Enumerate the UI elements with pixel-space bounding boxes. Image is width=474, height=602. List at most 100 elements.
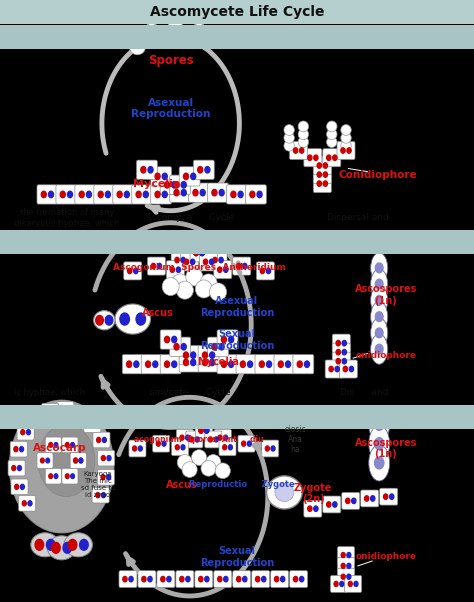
FancyBboxPatch shape [290,571,308,588]
Ellipse shape [47,536,76,560]
Circle shape [172,182,177,188]
Ellipse shape [369,426,390,462]
Text: Ascocarp: Ascocarp [33,444,87,453]
FancyBboxPatch shape [233,571,251,588]
Ellipse shape [284,140,294,151]
FancyBboxPatch shape [28,411,45,427]
Ellipse shape [177,455,192,470]
Circle shape [194,250,198,255]
Circle shape [212,344,217,350]
Circle shape [336,341,340,346]
Circle shape [181,258,185,262]
Circle shape [205,428,209,433]
Text: Sexual
Reproduction: Sexual Reproduction [200,329,274,351]
Text: Ascomyce      Cycle: Ascomyce Cycle [146,214,234,222]
Circle shape [101,456,105,461]
Circle shape [300,577,304,582]
Circle shape [205,428,209,433]
Circle shape [278,361,283,367]
Circle shape [101,475,105,480]
Circle shape [81,412,85,417]
Ellipse shape [210,283,227,301]
FancyBboxPatch shape [151,185,172,204]
FancyBboxPatch shape [10,441,27,457]
Text: onidiophore: onidiophore [356,351,417,359]
Circle shape [63,542,72,553]
Circle shape [164,182,170,188]
Circle shape [175,258,179,262]
Circle shape [237,577,241,582]
Circle shape [88,422,91,427]
FancyBboxPatch shape [189,183,210,202]
Ellipse shape [191,450,207,465]
Circle shape [375,328,383,338]
Circle shape [161,577,165,582]
Circle shape [347,574,351,579]
Circle shape [242,441,246,446]
Circle shape [176,267,181,272]
FancyBboxPatch shape [129,440,146,457]
Circle shape [66,407,70,412]
Circle shape [134,361,139,367]
Circle shape [265,446,269,451]
Circle shape [183,352,189,358]
Circle shape [323,172,328,177]
Circle shape [180,435,184,440]
FancyBboxPatch shape [198,353,219,372]
Circle shape [329,367,333,371]
Circle shape [200,190,205,196]
Circle shape [105,315,113,325]
Circle shape [317,181,321,186]
Circle shape [262,577,266,582]
Circle shape [28,501,32,506]
Ellipse shape [167,21,183,37]
FancyBboxPatch shape [160,355,181,374]
Circle shape [190,437,193,442]
Circle shape [167,577,171,582]
Circle shape [341,553,345,557]
Circle shape [38,424,95,497]
FancyBboxPatch shape [122,355,143,374]
FancyBboxPatch shape [337,547,355,563]
Circle shape [365,496,369,501]
Circle shape [342,350,346,355]
Ellipse shape [176,281,193,299]
Circle shape [164,337,170,343]
FancyBboxPatch shape [179,346,200,365]
FancyBboxPatch shape [227,185,247,204]
Circle shape [162,173,167,179]
Circle shape [304,361,310,367]
Circle shape [41,191,46,197]
Circle shape [260,268,264,273]
Circle shape [155,191,160,197]
Circle shape [32,417,36,421]
FancyBboxPatch shape [313,157,331,175]
Circle shape [228,361,234,367]
Circle shape [347,553,351,557]
Text: Karyoga
The mic
sd fuse to
id zygo: Karyoga The mic sd fuse to id zygo [81,471,115,498]
FancyBboxPatch shape [0,230,474,254]
FancyBboxPatch shape [233,257,251,275]
FancyBboxPatch shape [304,500,322,517]
FancyBboxPatch shape [262,440,279,457]
Circle shape [375,263,383,273]
FancyBboxPatch shape [176,571,194,588]
Circle shape [174,344,179,350]
Circle shape [336,350,340,355]
Ellipse shape [200,274,217,292]
Circle shape [340,582,344,586]
Circle shape [255,577,260,582]
FancyBboxPatch shape [181,253,199,271]
Text: Ascogonium  Spores  Antheridium: Ascogonium Spores Antheridium [113,264,285,272]
FancyBboxPatch shape [342,492,360,509]
Circle shape [191,173,196,179]
Circle shape [210,352,215,358]
Text: Spores: Spores [148,54,193,67]
Circle shape [198,167,203,173]
Circle shape [383,494,388,499]
Circle shape [146,361,151,367]
Ellipse shape [195,280,212,298]
Circle shape [21,430,25,435]
Circle shape [200,250,204,255]
Ellipse shape [115,304,151,334]
